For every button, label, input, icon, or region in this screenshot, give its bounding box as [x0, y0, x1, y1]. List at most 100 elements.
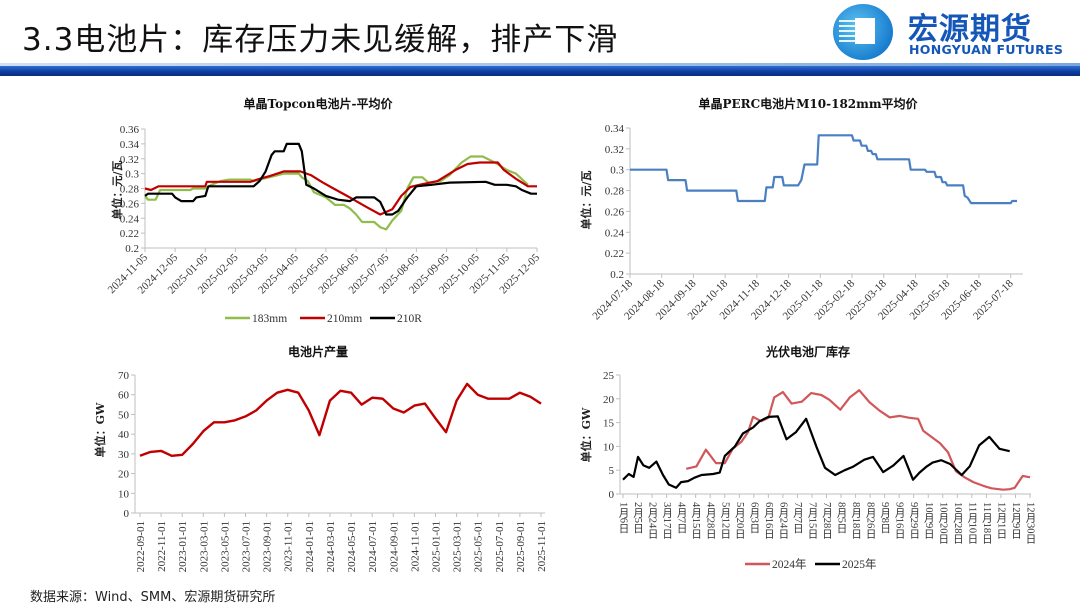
- y-tick-label: 30: [118, 449, 130, 461]
- y-tick-label: 20: [118, 469, 130, 481]
- legend-label: 2024年: [772, 557, 807, 571]
- series-line-2025年: [622, 415, 1010, 489]
- x-tick-label: 5月12日: [719, 502, 730, 539]
- y-tick-label: 0.3: [610, 165, 624, 177]
- y-tick-label: 0.22: [605, 248, 624, 260]
- x-tick-label: 7月15日: [806, 502, 817, 539]
- x-tick-label: 4月7日: [676, 502, 687, 534]
- x-tick-label: 2023-01-01: [177, 521, 189, 572]
- y-tick-label: 0.26: [605, 206, 625, 218]
- legend-label: 2025年: [842, 557, 877, 571]
- series-line-电池片产量: [139, 382, 542, 457]
- y-tick-label: 0.32: [605, 144, 624, 156]
- x-tick-label: 2024-11-01: [409, 521, 421, 572]
- x-tick-label: 2022-11-01: [156, 521, 168, 572]
- x-tick-label: 11月10日: [966, 502, 977, 544]
- x-tick-label: 3月17日: [661, 502, 672, 539]
- x-tick-label: 8月18日: [850, 502, 861, 539]
- x-tick-label: 5月20日: [734, 502, 745, 539]
- y-tick-label: 5: [609, 465, 615, 477]
- x-tick-label: 2023-05-01: [219, 521, 231, 572]
- legend-label: 183mm: [252, 313, 287, 325]
- x-tick-label: 11月18日: [981, 502, 992, 544]
- legend-label: 210mm: [327, 313, 362, 325]
- x-tick-label: 12月30日: [1025, 502, 1036, 544]
- chart-2: 单晶PERC电池片M10-182mm平均价 0.2 0.22 0.24 0.26 0.28…: [579, 96, 1023, 322]
- y-tick-label: 15: [603, 418, 615, 430]
- x-tick-label: 2025-07-01: [494, 521, 506, 572]
- y-tick-label: 0.28: [605, 186, 625, 198]
- x-tick-label: 2024-05-01: [346, 521, 358, 572]
- chart-1: 单晶Topcon电池片-平均价 0.2 0.22 0.24 0.26 0.28 0.3 0.3…: [106, 96, 543, 325]
- x-tick-label: 2月5日: [632, 502, 643, 534]
- y-tick-label: 70: [118, 370, 130, 382]
- y-axis-label: 单位：GW: [579, 407, 593, 462]
- x-tick-label: 6月3日: [748, 502, 759, 534]
- x-tick-label: 4月28日: [705, 502, 716, 539]
- slide-title: 3.3电池片：库存压力未见缓解，排产下滑: [22, 22, 619, 58]
- y-tick-label: 0.2: [610, 269, 624, 281]
- y-tick-label: 0.24: [605, 227, 625, 239]
- legend-item: 210mm: [300, 313, 362, 325]
- y-axis-label: 单位：元/瓦: [579, 170, 593, 229]
- x-tick-label: 2025-11-01: [536, 521, 548, 572]
- y-tick-label: 0.24: [120, 213, 140, 225]
- x-tick-label: 7月7日: [792, 502, 803, 534]
- x-tick-label: 2025-01-01: [430, 521, 442, 572]
- hongyuan-logo: 宏源期货 HONGYUAN FUTURES: [828, 2, 1078, 62]
- y-tick-label: 0.28: [120, 184, 140, 196]
- x-tick-label: 6月24日: [777, 502, 788, 539]
- x-tick-label: 10月28日: [952, 502, 963, 544]
- x-tick-label: 2023-07-01: [241, 521, 253, 572]
- y-tick-label: 10: [603, 441, 615, 453]
- chart-3: 电池片产量 0 10 20 30 40 50 60 70 单位：GW 2022-09-01 2022-…: [93, 344, 548, 572]
- x-tick-label: 9月29日: [908, 502, 919, 539]
- x-tick-label: 8月26日: [865, 502, 876, 539]
- y-tick-label: 10: [118, 488, 130, 500]
- x-tick-label: 9月8日: [879, 502, 890, 534]
- x-tick-label: 8月5日: [836, 502, 847, 534]
- legend-item: 210R: [370, 313, 422, 325]
- chart-4: 光伏电池厂库存 0 5 10 15 20 25 单位：GW 1月6日 2月5日 2月24日 3月17日…: [579, 344, 1036, 571]
- legend-label: 210R: [397, 313, 422, 325]
- x-tick-label: 2022-09-01: [135, 521, 147, 572]
- header-divider-highlight: [0, 63, 1080, 66]
- x-tick-label: 10月20日: [937, 502, 948, 544]
- series-line-183mm: [144, 155, 529, 231]
- x-tick-label: 12月9日: [1010, 502, 1021, 539]
- y-axis-label: 单位：GW: [93, 402, 107, 457]
- x-tick-label: 6月16日: [763, 502, 774, 539]
- y-tick-label: 60: [118, 390, 130, 402]
- x-tick-label: 2023-09-01: [262, 521, 274, 572]
- y-tick-label: 0.34: [605, 123, 625, 135]
- chart-title: 单晶Topcon电池片-平均价: [244, 96, 394, 111]
- y-tick-label: 0.3: [125, 169, 139, 181]
- legend-item: 2025年: [815, 557, 877, 571]
- y-tick-label: 0: [124, 508, 130, 520]
- logo-text-cn: 宏源期货: [908, 12, 1032, 47]
- x-tick-label: 2024-03-01: [325, 521, 337, 572]
- x-tick-label: 4月15日: [690, 502, 701, 539]
- x-tick-label: 2024-09-01: [388, 521, 400, 572]
- y-tick-label: 0.2: [125, 243, 139, 255]
- chart-title: 电池片产量: [288, 344, 348, 359]
- y-tick-label: 0.26: [120, 198, 140, 210]
- x-tick-label: 2023-11-01: [283, 521, 295, 572]
- x-tick-label: 2025-03-01: [452, 521, 464, 572]
- logo-mark-icon: [833, 4, 893, 60]
- y-tick-label: 0.22: [120, 228, 139, 240]
- logo-text-en: HONGYUAN FUTURES: [909, 42, 1064, 57]
- series-line-210mm: [144, 161, 537, 216]
- header-divider: [0, 66, 1080, 76]
- x-tick-label: 1月6日: [618, 502, 629, 534]
- legend-item: 2024年: [745, 557, 807, 571]
- series-line-M10-182mm: [630, 134, 1017, 205]
- y-tick-label: 0.36: [120, 124, 140, 136]
- x-tick-label: 7月28日: [821, 502, 832, 539]
- y-tick-label: 20: [603, 394, 615, 406]
- chart-title: 单晶PERC电池片M10-182mm平均价: [698, 96, 918, 111]
- y-tick-label: 0.32: [120, 154, 139, 166]
- y-tick-label: 0: [609, 489, 615, 501]
